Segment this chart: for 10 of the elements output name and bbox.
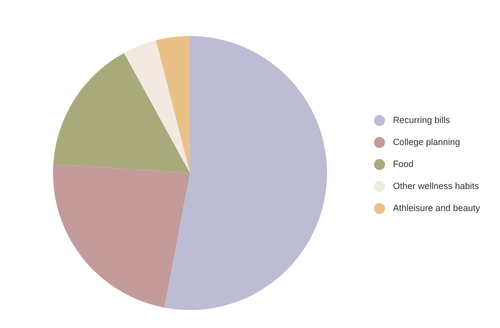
legend-label: Athleisure and beauty bbox=[392, 203, 480, 213]
legend-label: Recurring bills bbox=[392, 115, 450, 125]
legend-label: Food bbox=[392, 159, 414, 169]
pie-slice bbox=[53, 52, 190, 173]
pie-slice bbox=[53, 164, 190, 308]
pie-slice bbox=[156, 36, 190, 173]
pie-slice bbox=[124, 40, 190, 173]
legend-label: College planning bbox=[392, 137, 460, 147]
legend-label: Other wellness habits bbox=[392, 181, 479, 191]
pie-slice bbox=[164, 36, 327, 310]
